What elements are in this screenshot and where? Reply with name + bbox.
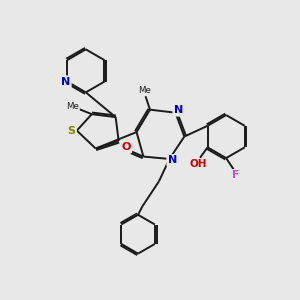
Text: O: O xyxy=(122,142,131,152)
Text: N: N xyxy=(168,155,177,166)
Text: OH: OH xyxy=(190,159,207,169)
Text: Me: Me xyxy=(67,102,80,111)
Text: N: N xyxy=(174,105,183,115)
Text: F: F xyxy=(232,170,240,180)
Text: N: N xyxy=(61,76,70,87)
Text: Me: Me xyxy=(138,86,151,95)
Text: S: S xyxy=(68,126,76,136)
